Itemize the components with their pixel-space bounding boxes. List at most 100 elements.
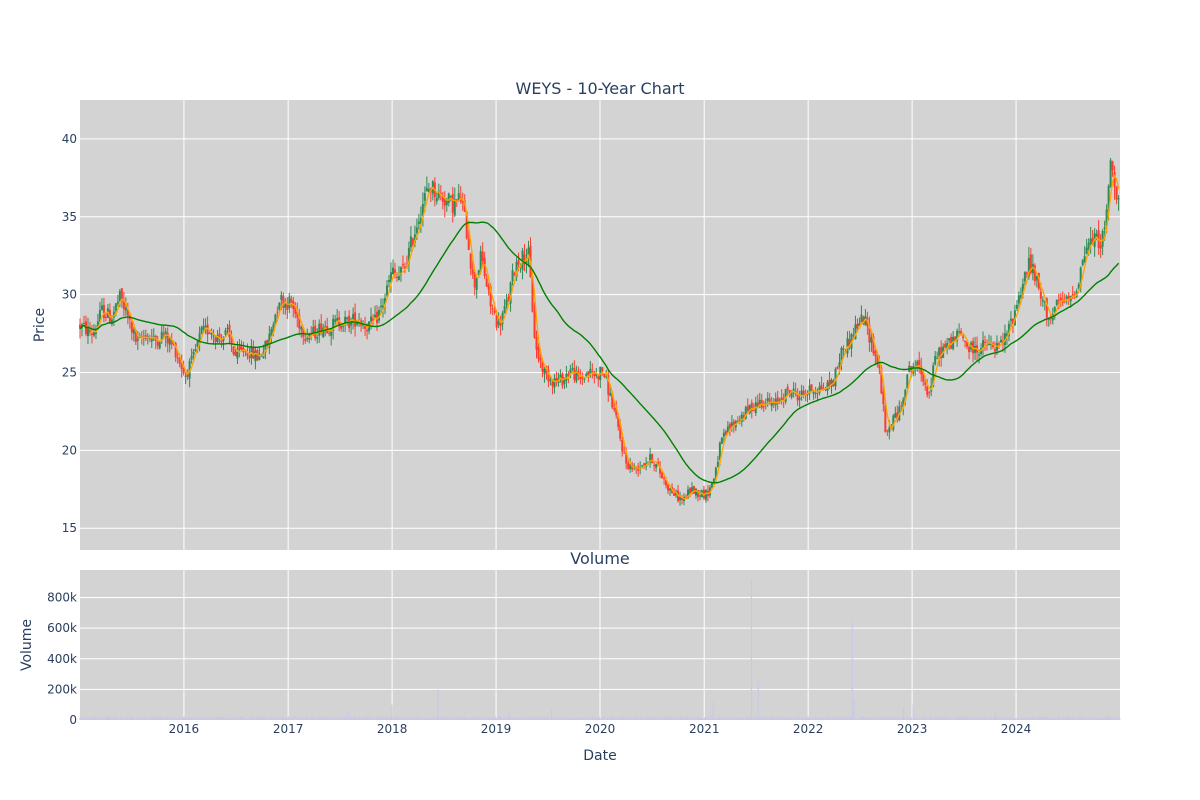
volume-bar xyxy=(592,718,595,720)
volume-bar xyxy=(287,716,290,720)
volume-bar xyxy=(937,717,940,720)
volume-bar xyxy=(1010,718,1012,720)
volume-bar xyxy=(930,716,932,720)
volume-bar xyxy=(330,718,332,720)
candle-body xyxy=(276,311,279,313)
volume-bar xyxy=(778,718,780,720)
volume-bar xyxy=(656,716,658,720)
volume-bar xyxy=(662,717,664,720)
long-moving-average-line xyxy=(79,221,1120,484)
volume-bar xyxy=(682,718,684,720)
candle-body xyxy=(597,376,600,380)
volume-bar xyxy=(492,716,494,720)
candle-body xyxy=(894,413,897,418)
volume-bar xyxy=(158,716,161,720)
volume-bar xyxy=(251,716,254,720)
candle-body xyxy=(1079,267,1082,287)
volume-bar xyxy=(357,717,360,720)
candle-body xyxy=(982,340,985,348)
volume-bar xyxy=(292,718,294,720)
volume-bar xyxy=(1012,718,1014,720)
candle-body xyxy=(421,203,424,216)
candle-body xyxy=(1085,247,1088,254)
candle-body xyxy=(395,276,398,278)
volume-bar xyxy=(578,718,580,720)
volume-bar xyxy=(678,718,680,720)
candle-body xyxy=(946,342,949,349)
candle-body xyxy=(413,234,416,243)
volume-bar xyxy=(511,718,513,720)
candle-body xyxy=(320,323,323,334)
candle-body xyxy=(896,412,899,420)
volume-bar xyxy=(753,718,755,720)
candle-body xyxy=(505,299,508,306)
volume-bar xyxy=(199,717,201,720)
candle-body xyxy=(356,321,359,325)
volume-bar xyxy=(324,716,326,720)
volume-bar xyxy=(1031,717,1033,720)
candle-body xyxy=(997,343,1000,345)
volume-bar xyxy=(688,717,690,720)
volume-bar xyxy=(187,718,189,720)
candle-body xyxy=(722,432,725,437)
volume-bar xyxy=(1067,716,1070,720)
volume-bar xyxy=(642,718,644,720)
candle-body xyxy=(583,378,586,380)
volume-bar xyxy=(227,719,229,720)
volume-bar xyxy=(1115,717,1117,720)
volume-bar xyxy=(773,718,776,720)
volume-bar xyxy=(804,718,806,720)
volume-bar xyxy=(681,717,683,720)
volume-bar xyxy=(167,716,169,720)
volume-bar xyxy=(431,718,433,720)
candle-body xyxy=(788,389,791,395)
volume-bar xyxy=(470,718,472,720)
volume-bar xyxy=(299,718,302,720)
volume-bar xyxy=(757,681,759,720)
volume-bar xyxy=(1075,717,1077,720)
volume-bar xyxy=(873,719,876,720)
candle-body xyxy=(920,366,923,375)
volume-bar xyxy=(522,718,524,720)
candle-body xyxy=(130,322,133,333)
volume-bar xyxy=(187,716,190,720)
volume-bar xyxy=(582,717,584,720)
volume-bar xyxy=(106,717,108,720)
candle-body xyxy=(236,348,239,359)
candle-body xyxy=(579,376,582,380)
candle-body xyxy=(629,464,632,470)
volume-bar xyxy=(400,716,402,720)
candle-body xyxy=(852,335,855,337)
volume-bar xyxy=(468,718,471,720)
volume-bar xyxy=(669,718,671,720)
volume-bar xyxy=(533,717,535,720)
volume-bar xyxy=(832,717,834,720)
volume-bar xyxy=(380,716,382,720)
candle-body xyxy=(334,319,337,322)
volume-bar xyxy=(598,716,601,720)
candle-body xyxy=(485,278,488,287)
candle-body xyxy=(370,316,373,322)
volume-bar xyxy=(153,718,155,720)
volume-bar xyxy=(876,716,878,720)
candle-body xyxy=(655,463,658,468)
candle-body xyxy=(541,361,544,372)
volume-bar xyxy=(577,716,579,720)
volume-bar xyxy=(308,717,310,720)
volume-bar xyxy=(725,717,727,720)
volume-bar xyxy=(174,718,176,720)
candle-body xyxy=(457,193,460,200)
candle-body xyxy=(228,324,231,338)
volume-bar xyxy=(510,717,513,720)
volume-bar xyxy=(867,718,869,720)
candle-body xyxy=(728,424,731,429)
candle-body xyxy=(162,333,165,335)
volume-bar xyxy=(506,718,508,720)
candle-body xyxy=(796,393,799,401)
volume-bar xyxy=(316,717,319,720)
volume-bar xyxy=(730,717,732,720)
candle-body xyxy=(768,398,771,405)
volume-bar xyxy=(134,718,137,720)
candle-body xyxy=(156,341,159,346)
volume-bar xyxy=(181,716,183,720)
